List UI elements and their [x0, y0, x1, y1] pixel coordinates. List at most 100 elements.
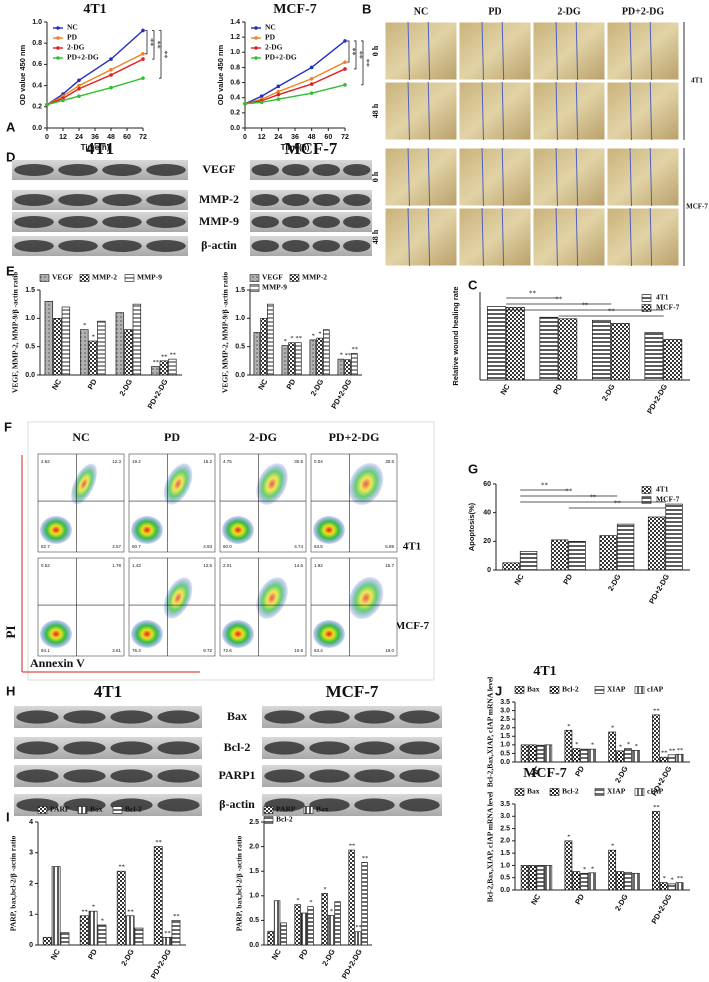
y-tick-label: 0.4: [230, 95, 240, 102]
significance: *: [330, 908, 333, 915]
legend-label: Bcl-2: [276, 815, 293, 824]
legend-label: VEGF: [262, 273, 283, 282]
significance: **: [541, 482, 549, 490]
blot-band: [251, 194, 279, 206]
x-tick-label: NC: [512, 572, 526, 586]
bar: [675, 882, 684, 891]
blot-band: [146, 194, 186, 206]
legend-swatch: [77, 806, 88, 814]
bar: [608, 849, 617, 891]
blot-band: [264, 798, 305, 812]
legend-label: PD+2-DG: [67, 53, 99, 62]
wound-image: [532, 81, 606, 141]
y-tick-label: 3: [29, 850, 33, 857]
blot-band: [399, 769, 440, 783]
bar: [591, 319, 611, 381]
blot-band: [312, 164, 340, 176]
blot-band: [399, 710, 440, 724]
x-tick-label: PD+2-DG: [645, 382, 669, 415]
quadrant-percent: 63.5: [314, 544, 323, 549]
chart-title: 4T1: [83, 2, 106, 17]
bar: [520, 744, 529, 763]
legend-label: Bcl-2: [562, 685, 579, 694]
significance-bracket: [159, 30, 162, 79]
quadrant-percent: 12.5: [203, 563, 212, 568]
y-tick-label: 40: [483, 510, 491, 517]
bar: [125, 915, 135, 946]
significance-bracket: [145, 30, 148, 55]
data-point: [109, 67, 113, 72]
legend-marker: [56, 36, 60, 40]
quadrant-percent: 15.2: [203, 459, 212, 464]
series-line: [244, 68, 346, 105]
data-point: [77, 78, 81, 83]
x-tick-label: PD: [86, 947, 99, 961]
bar: [487, 306, 506, 381]
significance: *: [591, 742, 594, 749]
wound-edge: [481, 207, 484, 267]
wound-edge: [407, 81, 410, 141]
blot-band: [58, 216, 98, 228]
legend-label: NC: [67, 23, 78, 32]
y-tick-label: 2.5: [500, 825, 510, 832]
quadrant-percent: 2.62: [41, 459, 50, 464]
blot-band: [157, 769, 200, 783]
legend-swatch: [549, 788, 560, 796]
wound-edge: [649, 147, 653, 207]
quadrant-percent: 0.52: [41, 563, 50, 568]
flow-frame: [27, 421, 435, 681]
significance: **: [608, 308, 616, 316]
significance: *: [635, 743, 638, 750]
significance: *: [296, 897, 299, 904]
legend-label: Bcl-2: [562, 787, 579, 796]
significance: **: [590, 494, 598, 502]
x-tick-label: 2-DG: [117, 377, 134, 397]
chart-title: MCF-7: [523, 766, 567, 781]
significance: **: [146, 38, 155, 46]
y-tick-label: 20: [483, 538, 491, 545]
flow-x-label: Annexin V: [30, 656, 85, 670]
blot-band: [264, 710, 305, 724]
bar: [354, 931, 362, 946]
x-tick-label: PD+2-DG: [647, 572, 671, 605]
bar: [307, 906, 314, 946]
bar: [134, 927, 144, 946]
significance: **: [81, 908, 88, 915]
bar: [88, 340, 98, 376]
x-tick-label: 60: [324, 134, 332, 141]
wound-edge: [629, 21, 632, 81]
y-tick-label: 0.5: [25, 344, 35, 351]
bar: [659, 882, 668, 891]
y-tick-label: 2.0: [249, 843, 259, 850]
blot-title: 4T1: [94, 682, 122, 701]
wound-image: [458, 81, 532, 141]
x-tick-label: PD: [573, 764, 586, 778]
blot-band: [282, 194, 310, 206]
significance: *: [290, 335, 293, 342]
column-label: NC: [72, 430, 89, 444]
significance: **: [349, 843, 356, 850]
legend-label: PARP: [276, 805, 296, 814]
protein-label: Bax: [227, 709, 247, 723]
wound-edge: [501, 207, 505, 267]
time-label: 48 h: [371, 229, 380, 244]
quadrant-percent: 10.6: [294, 648, 303, 653]
legend-label: MCF-7: [656, 495, 680, 504]
data-point: [77, 86, 81, 91]
bar: [288, 342, 295, 376]
wound-edge: [407, 147, 410, 207]
significance: **: [170, 352, 177, 359]
quadrant-percent: 19.0: [385, 648, 394, 653]
blot-band: [354, 798, 395, 812]
legend-label: 2-DG: [265, 43, 283, 52]
bar: [267, 303, 274, 376]
bar: [309, 339, 317, 376]
x-tick-label: 0: [243, 134, 247, 141]
wound-edge: [575, 21, 579, 81]
blot-band: [63, 741, 106, 755]
y-axis-label: Relative wound healing rate: [451, 286, 460, 385]
bar: [51, 866, 61, 946]
blot-strip: [262, 706, 442, 728]
y-tick-label: 0.0: [500, 759, 510, 766]
